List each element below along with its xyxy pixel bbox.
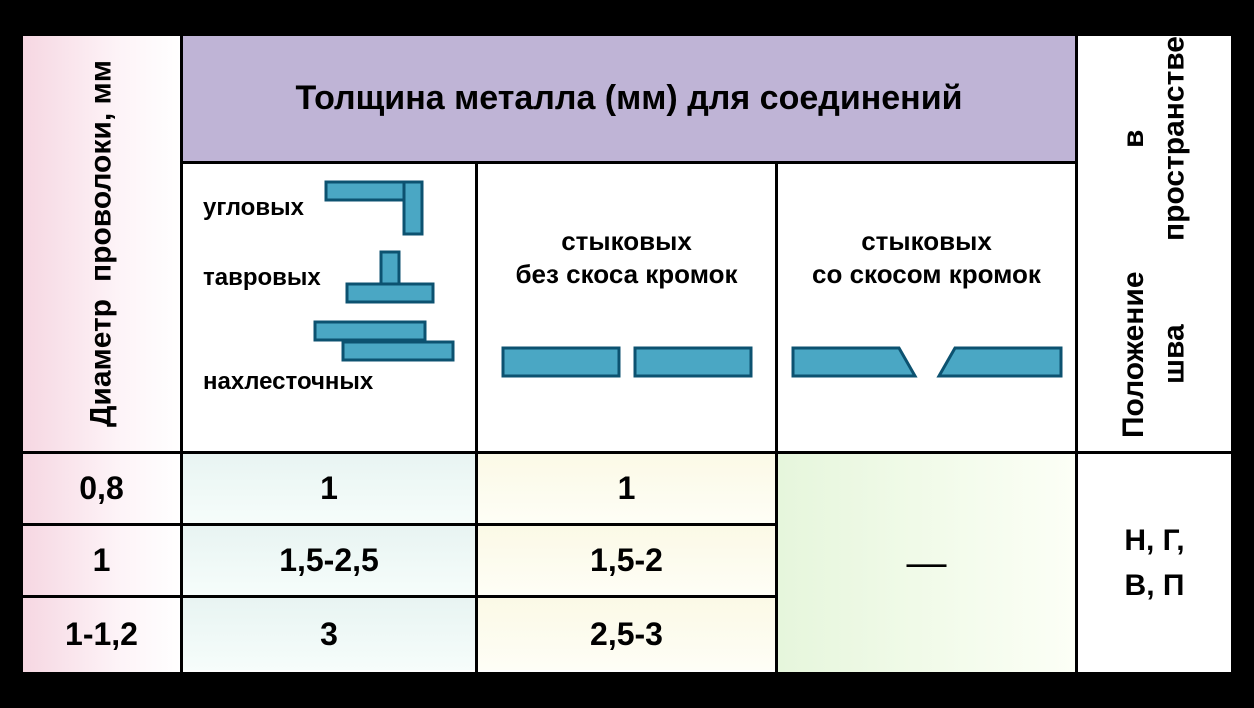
col-thickness-group: Толщина металла (мм) для соединений угло… <box>183 36 1078 672</box>
diameter-row-0: 0,8 <box>23 454 180 526</box>
butt-bevel-icon <box>787 330 1067 390</box>
position-label: Положение шва в пространстве <box>1078 36 1231 451</box>
subcol-butt-bevel: стыковых со скосом кромок — <box>778 164 1075 672</box>
butt-no-bevel-icon <box>497 330 757 390</box>
diameter-row-2: 1-1,2 <box>23 598 180 670</box>
diameter-label: Диаметр проволоки, мм <box>23 36 180 451</box>
col-diameter: Диаметр проволоки, мм 0,8 1 1-1,2 <box>23 36 183 672</box>
position-header: Положение шва в пространстве <box>1078 36 1231 454</box>
subcol-corner-tee-lap: угловых тавровых <box>183 164 478 672</box>
joint-row-corner: угловых <box>203 178 455 238</box>
bb-label-line1: стыковых <box>861 226 992 257</box>
position-merged: Н, Г, В, П <box>1078 454 1231 672</box>
joint-label-lap: нахлесточных <box>203 368 373 396</box>
welding-params-table: Диаметр проволоки, мм 0,8 1 1-1,2 Толщин… <box>21 34 1233 674</box>
ctl-row-0: 1 <box>183 454 475 526</box>
joint-label-tee: тавровых <box>203 264 321 292</box>
tee-joint-icon <box>333 248 443 308</box>
col-position: Положение шва в пространстве Н, Г, В, П <box>1078 36 1231 672</box>
corner-tee-lap-header: угловых тавровых <box>183 164 475 454</box>
joint-row-tee: тавровых <box>203 248 455 308</box>
butt-no-bevel-header: стыковых без скоса кромок <box>478 164 775 454</box>
lap-joint-icon <box>285 318 455 366</box>
diameter-header: Диаметр проволоки, мм <box>23 36 180 454</box>
thickness-group-title: Толщина металла (мм) для соединений <box>183 36 1075 164</box>
diameter-label-line1: Диаметр <box>81 299 122 427</box>
thickness-subcols: угловых тавровых <box>183 164 1075 672</box>
ctl-row-1: 1,5-2,5 <box>183 526 475 598</box>
diameter-row-1: 1 <box>23 526 180 598</box>
bb-label-line2: со скосом кромок <box>812 259 1041 290</box>
subcol-butt-no-bevel: стыковых без скоса кромок 1 1,5-2 2,5-3 <box>478 164 778 672</box>
diameter-data: 0,8 1 1-1,2 <box>23 454 180 672</box>
bnb-row-0: 1 <box>478 454 775 526</box>
bnb-label-line1: стыковых <box>561 226 692 257</box>
joint-icons-block: угловых тавровых <box>191 172 467 402</box>
position-label-line2: в пространстве <box>1114 36 1195 241</box>
corner-joint-icon <box>316 178 426 238</box>
bnb-row-1: 1,5-2 <box>478 526 775 598</box>
bnb-label-line2: без скоса кромок <box>515 259 737 290</box>
butt-bevel-merged: — <box>778 454 1075 672</box>
bnb-row-2: 2,5-3 <box>478 598 775 670</box>
joint-label-corner: угловых <box>203 194 304 222</box>
butt-bevel-header: стыковых со скосом кромок <box>778 164 1075 454</box>
position-label-line1: Положение шва <box>1114 258 1195 451</box>
diameter-label-line2: проволоки, мм <box>81 60 122 282</box>
ctl-row-2: 3 <box>183 598 475 670</box>
joint-row-lap: нахлесточных <box>203 318 455 396</box>
